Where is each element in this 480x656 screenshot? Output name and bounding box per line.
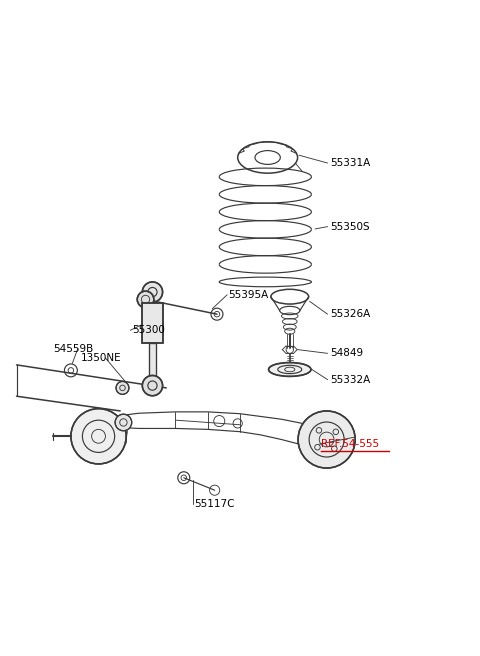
Circle shape	[71, 409, 126, 464]
Text: REF.54-555: REF.54-555	[321, 439, 379, 449]
Circle shape	[142, 375, 163, 396]
Text: 54849: 54849	[330, 348, 363, 358]
Text: 55300: 55300	[132, 325, 165, 335]
Text: 55332A: 55332A	[330, 375, 370, 384]
Circle shape	[115, 414, 132, 431]
Bar	[149, 342, 156, 381]
Text: 55326A: 55326A	[330, 309, 370, 319]
Bar	[142, 302, 163, 342]
Circle shape	[116, 381, 129, 394]
Text: 1350NE: 1350NE	[81, 353, 121, 363]
Ellipse shape	[269, 363, 311, 377]
Text: 55117C: 55117C	[194, 499, 234, 509]
Text: 55350S: 55350S	[330, 222, 370, 232]
Circle shape	[137, 291, 154, 308]
Circle shape	[142, 282, 163, 302]
Bar	[142, 302, 163, 342]
Circle shape	[298, 411, 355, 468]
Bar	[149, 342, 156, 381]
Text: 55395A: 55395A	[228, 290, 269, 300]
Text: 55331A: 55331A	[330, 158, 370, 168]
Text: 54559B: 54559B	[53, 344, 94, 354]
